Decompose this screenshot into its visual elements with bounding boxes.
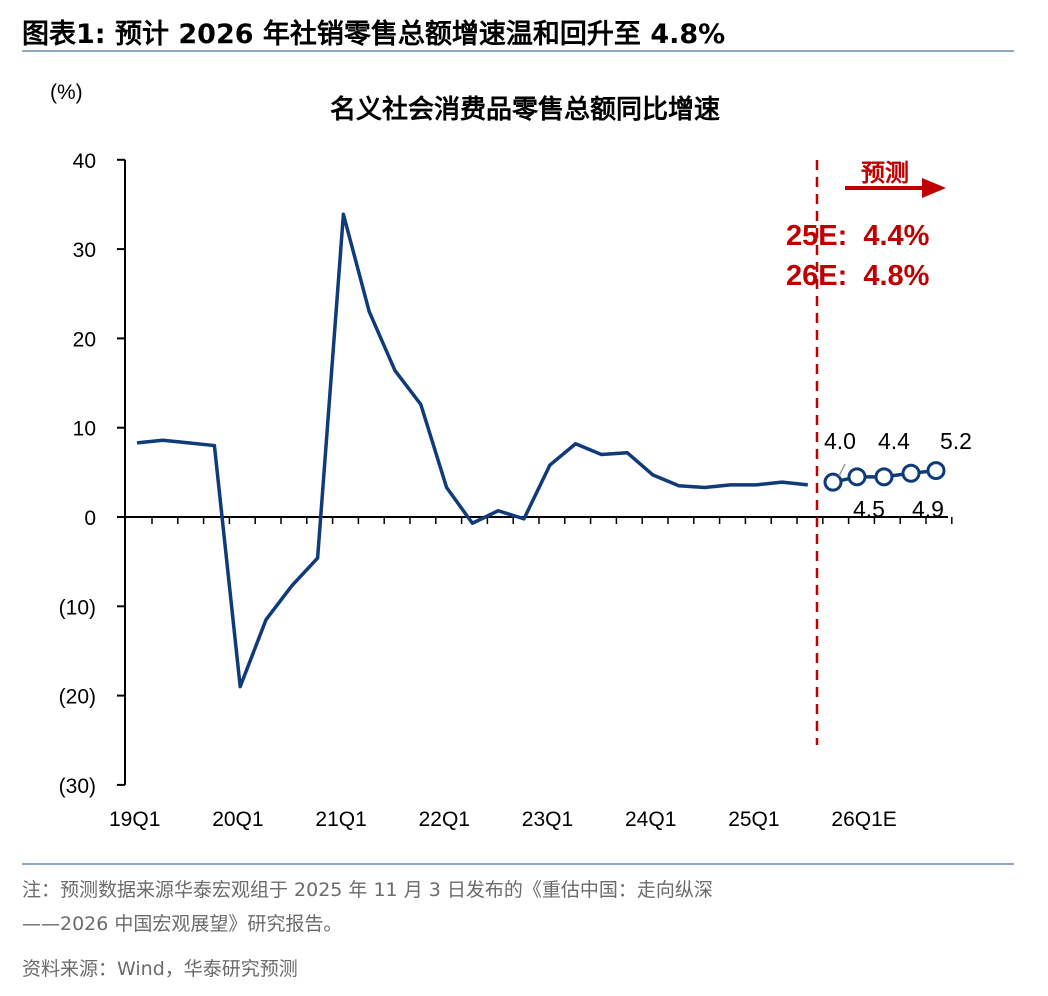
forecast-point bbox=[823, 472, 843, 492]
y-tick-label: 30 bbox=[73, 239, 96, 262]
forecast-point bbox=[901, 463, 921, 483]
top-rule bbox=[22, 50, 1014, 52]
forecast-25e: 25E: 4.4% bbox=[786, 220, 930, 252]
x-tick-label: 19Q1 bbox=[109, 808, 160, 831]
y-tick-labels: 40 30 20 10 0 (10) (20) (30) bbox=[59, 150, 96, 798]
y-tick-label: 40 bbox=[73, 150, 96, 173]
leader-line bbox=[838, 463, 846, 477]
series-forecast bbox=[823, 461, 946, 492]
y-tick-label: (20) bbox=[59, 686, 96, 709]
x-tick-label: 26Q1E bbox=[831, 808, 896, 831]
forecast-value-label: 4.9 bbox=[912, 496, 944, 522]
x-tick-labels: 19Q1 20Q1 21Q1 22Q1 23Q1 24Q1 25Q1 26Q1E bbox=[109, 808, 897, 831]
forecast-point bbox=[874, 467, 894, 487]
series-actual bbox=[136, 212, 808, 689]
x-tick-label: 23Q1 bbox=[522, 808, 573, 831]
forecast-point bbox=[847, 467, 867, 487]
forecast-value-labels: 4.0 4.5 4.4 4.9 5.2 bbox=[824, 428, 972, 522]
chart-title: 名义社会消费品零售总额同比增速 bbox=[330, 94, 720, 125]
footnote-line-1: 注：预测数据来源华泰宏观组于 2025 年 11 月 3 日发布的《重估中国：走… bbox=[22, 879, 713, 901]
actual-series-line bbox=[136, 212, 808, 689]
forecast-value-label: 4.4 bbox=[878, 428, 910, 454]
forecast-arrow-icon bbox=[845, 178, 946, 198]
line-chart: 名义社会消费品零售总额同比增速 (%) 40 30 20 10 0 (10) (20) (30… bbox=[50, 81, 972, 831]
y-tick-label: (30) bbox=[59, 775, 96, 798]
forecast-26e: 26E: 4.8% bbox=[786, 260, 930, 292]
axes bbox=[117, 158, 953, 786]
x-tick-label: 21Q1 bbox=[315, 808, 366, 831]
y-tick-label: 20 bbox=[73, 328, 96, 351]
x-tick-label: 24Q1 bbox=[625, 808, 676, 831]
figure-title: 图表1: 预计 2026 年社销零售总额增速温和回升至 4.8% bbox=[22, 19, 726, 50]
x-tick-label: 25Q1 bbox=[728, 808, 779, 831]
bottom-rule bbox=[22, 863, 1014, 865]
forecast-value-label: 4.5 bbox=[853, 496, 885, 522]
footnote: 注：预测数据来源华泰宏观组于 2025 年 11 月 3 日发布的《重估中国：走… bbox=[22, 873, 1022, 941]
y-tick-label: 10 bbox=[73, 418, 96, 441]
x-tick-label: 20Q1 bbox=[212, 808, 263, 831]
footnote-line-2: ——2026 中国宏观展望》研究报告。 bbox=[22, 913, 343, 935]
source-line: 资料来源：Wind，华泰研究预测 bbox=[22, 958, 298, 980]
y-axis-unit: (%) bbox=[50, 81, 83, 104]
forecast-label: 预测 bbox=[861, 158, 909, 187]
x-tick-label: 22Q1 bbox=[419, 808, 470, 831]
forecast-value-label: 5.2 bbox=[940, 428, 972, 454]
forecast-value-label: 4.0 bbox=[824, 428, 856, 454]
forecast-point bbox=[926, 461, 946, 481]
y-tick-label: (10) bbox=[59, 596, 96, 619]
y-tick-label: 0 bbox=[84, 507, 96, 530]
